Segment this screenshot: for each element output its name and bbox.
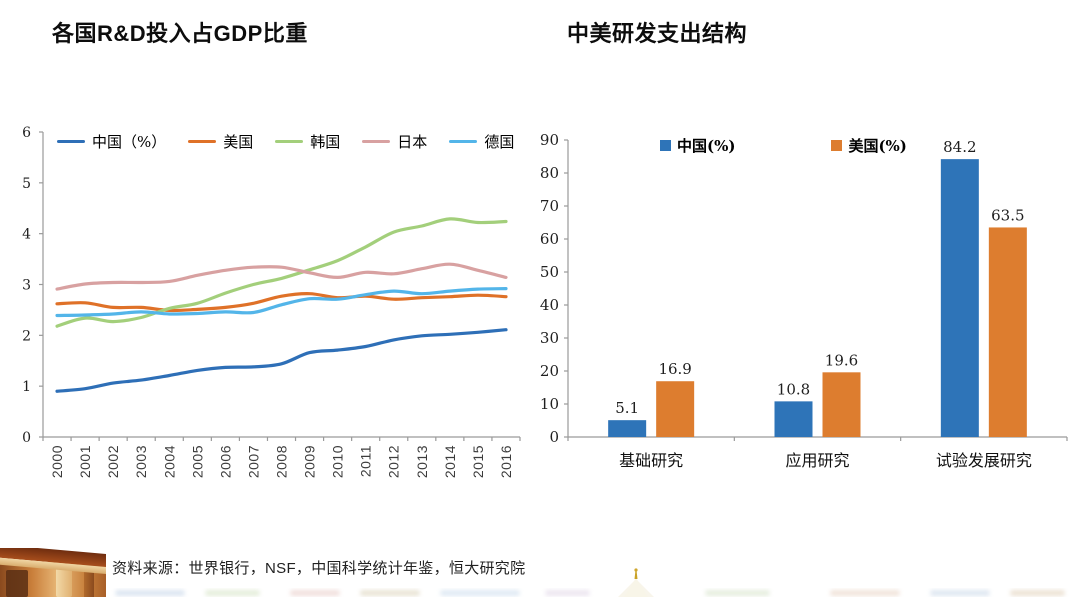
bar-value-label: 10.8 <box>777 380 810 398</box>
photo-strip-blob <box>440 590 520 596</box>
legend-item-china: 中国（%） <box>57 131 166 152</box>
legend-label: 德国 <box>484 133 515 151</box>
legend-line-swatch-korea <box>275 139 304 144</box>
category-label: 应用研究 <box>785 451 849 470</box>
category-label: 基础研究 <box>619 451 683 470</box>
legend-bar-swatch-usa <box>831 140 843 151</box>
legend-item-china: 中国(%) <box>660 135 735 156</box>
line-series-usa <box>55 292 508 313</box>
line-chart: 0 1 2 3 4 5 6 2000 2001 2002 2003 2004 2005 2006 2007 2… <box>22 125 521 478</box>
y-tick-label: 1 <box>22 379 31 395</box>
x-tick-label: 2004 <box>161 445 177 478</box>
x-tick-label: 2007 <box>245 445 261 478</box>
y-tick-label: 10 <box>540 395 559 413</box>
photo-strip-blob <box>290 590 340 596</box>
bar-usa-2 <box>988 227 1027 437</box>
bar-china-2 <box>940 159 979 437</box>
photo-strip-blob <box>545 590 590 596</box>
legend-item-germany: 德国 <box>449 131 514 152</box>
x-tick-label: 2003 <box>133 445 149 478</box>
line-series-germany <box>55 287 508 318</box>
legend-line-swatch-china <box>57 139 85 144</box>
building-edge <box>84 564 94 597</box>
y-tick-label: 20 <box>540 362 559 380</box>
bar-value-label: 19.6 <box>825 351 858 369</box>
x-tick-label: 2002 <box>105 445 121 478</box>
bar-china-0 <box>608 420 647 437</box>
x-tick-label: 2009 <box>302 445 318 478</box>
y-tick-label: 80 <box>540 164 559 182</box>
bar-value-label: 16.9 <box>658 360 691 378</box>
bar-chart-legend: 中国(%) 美国(%) <box>660 135 907 156</box>
x-tick-label: 2013 <box>414 445 430 478</box>
y-tick-label: 4 <box>22 227 31 243</box>
legend-item-japan: 日本 <box>362 131 427 152</box>
legend-label: 韩国 <box>310 133 341 151</box>
y-tick-label: 50 <box>540 263 559 281</box>
x-tick-label: 2015 <box>470 445 486 478</box>
legend-line-swatch-germany <box>449 139 478 144</box>
line-series-korea <box>55 217 508 328</box>
x-tick-label: 2011 <box>358 445 374 477</box>
photo-strip-blob <box>115 590 185 596</box>
y-tick-label: 60 <box>540 230 559 248</box>
source-text: 资料来源：世界银行，NSF，中国科学统计年鉴，恒大研究院 <box>112 560 526 577</box>
legend-item-korea: 韩国 <box>275 131 340 152</box>
legend-label: 中国（%） <box>92 133 167 151</box>
line-chart-legend: 中国（%） 美国 韩国 日本 德国 <box>57 131 514 152</box>
bottom-photo-strip <box>0 588 1080 597</box>
y-tick-label: 6 <box>22 125 31 141</box>
building-column <box>56 566 72 597</box>
y-tick-label: 40 <box>540 296 559 314</box>
gold-spire-photo <box>618 568 654 597</box>
legend-line-swatch-usa <box>188 139 217 144</box>
legend-bar-swatch-china <box>660 140 671 151</box>
bar-china-1 <box>774 401 813 437</box>
x-tick-label: 2008 <box>274 445 290 478</box>
legend-label: 美国 <box>223 133 254 151</box>
bar-usa-1 <box>822 372 861 437</box>
photo-strip-blob <box>1010 590 1065 596</box>
y-tick-label: 30 <box>540 329 559 347</box>
bar-value-label: 63.5 <box>991 206 1024 224</box>
legend-item-usa: 美国 <box>188 131 253 152</box>
x-tick-label: 2014 <box>442 445 458 478</box>
y-tick-label: 90 <box>540 131 559 149</box>
line-series-china <box>55 328 508 393</box>
x-tick-label: 2000 <box>49 445 65 478</box>
bar-value-label: 5.1 <box>615 399 639 417</box>
x-tick-label: 2016 <box>498 445 514 478</box>
legend-line-swatch-japan <box>362 139 391 144</box>
line-series-japan <box>55 262 508 291</box>
photo-strip-blob <box>930 590 990 596</box>
photo-strip-blob <box>205 590 260 596</box>
building-photo <box>0 548 106 597</box>
legend-label: 日本 <box>397 133 428 151</box>
x-tick-label: 2012 <box>386 445 402 478</box>
y-tick-label: 70 <box>540 197 559 215</box>
right-chart-title: 中美研发支出结构 <box>567 21 748 46</box>
legend-item-usa: 美国(%) <box>831 135 907 156</box>
photo-strip-blob <box>830 590 900 596</box>
bar-chart: 0 10 20 30 40 50 60 70 80 90 基础研究 5.1 16.9 应用研究 10.8 19… <box>540 131 1068 470</box>
x-tick-label: 2001 <box>77 445 93 478</box>
y-tick-label: 5 <box>22 176 31 192</box>
x-tick-label: 2006 <box>217 445 233 478</box>
y-tick-label: 0 <box>549 428 559 446</box>
y-tick-label: 0 <box>22 430 31 446</box>
x-tick-label: 2005 <box>189 445 205 478</box>
legend-label: 中国(%) <box>677 137 736 155</box>
photo-strip-blob <box>705 590 770 596</box>
y-tick-label: 2 <box>22 328 31 344</box>
left-chart-title: 各国R&D投入占GDP比重 <box>52 21 308 46</box>
x-tick-label: 2010 <box>330 445 346 478</box>
legend-label: 美国(%) <box>848 137 907 155</box>
bar-usa-0 <box>656 381 695 437</box>
y-tick-label: 3 <box>22 278 31 294</box>
bar-value-label: 84.2 <box>943 138 976 156</box>
photo-strip-blob <box>360 590 420 596</box>
category-label: 试验发展研究 <box>936 451 1032 470</box>
building-window <box>6 570 28 597</box>
